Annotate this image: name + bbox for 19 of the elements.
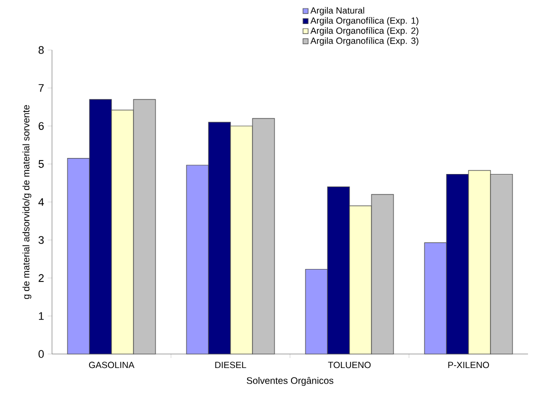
y-tick-label: 5 bbox=[38, 160, 44, 168]
y-tick-label: 1 bbox=[38, 312, 44, 320]
x-tick-label: P-XILENO bbox=[448, 362, 489, 368]
y-tick-label: 7 bbox=[38, 84, 44, 92]
y-tick-label: 3 bbox=[38, 236, 44, 244]
y-tick-label: 8 bbox=[38, 46, 44, 54]
x-tick-label: TOLUENO bbox=[328, 362, 371, 368]
y-tick-label: 6 bbox=[38, 122, 44, 130]
legend-label: Argila Organofílica (Exp. 1) bbox=[310, 17, 418, 26]
y-tick-label: 4 bbox=[38, 198, 44, 206]
legend-label: Argila Organofílica (Exp. 2) bbox=[310, 27, 418, 36]
legend-label: Argila Natural bbox=[310, 7, 364, 16]
x-tick-label: GASOLINA bbox=[89, 362, 134, 368]
legend-label: Argila Organofílica (Exp. 3) bbox=[310, 37, 418, 46]
y-tick-label: 2 bbox=[38, 274, 44, 282]
x-axis-title: Solventes Orgânicos bbox=[246, 376, 334, 386]
y-tick-label: 0 bbox=[38, 350, 44, 358]
y-axis-title: g de material adsorvido/g de material sorvente bbox=[22, 105, 32, 299]
x-tick-label: DIESEL bbox=[215, 362, 246, 368]
